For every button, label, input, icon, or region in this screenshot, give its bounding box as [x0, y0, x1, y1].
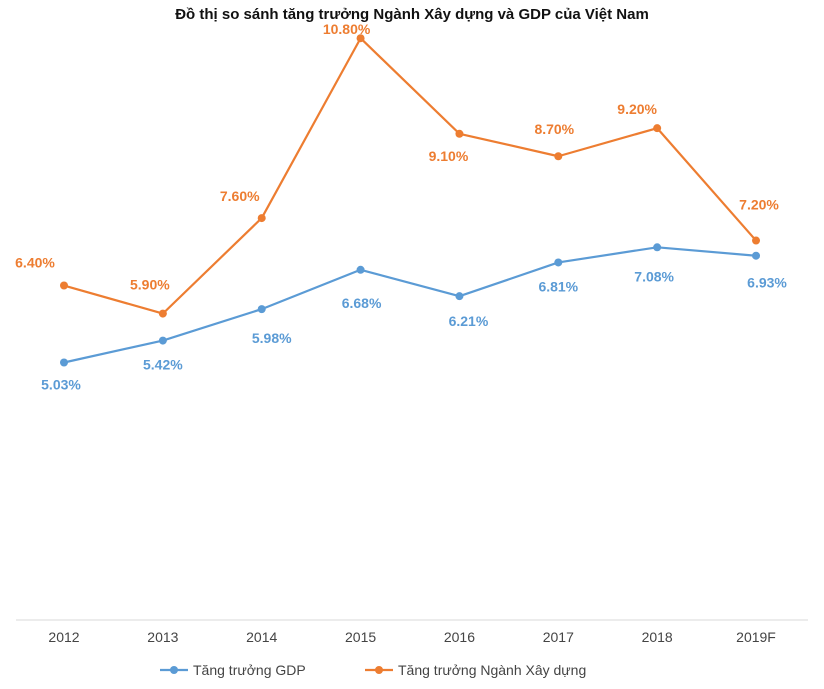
legend-marker — [170, 666, 178, 674]
data-point — [455, 129, 464, 138]
data-point — [257, 214, 266, 223]
x-tick-label: 2013 — [147, 629, 178, 645]
data-point — [752, 251, 761, 260]
data-point — [158, 309, 167, 318]
data-label: 5.42% — [143, 357, 183, 373]
data-point — [356, 34, 365, 43]
x-tick-label: 2012 — [48, 629, 79, 645]
data-label: 5.03% — [41, 377, 81, 393]
data-label: 9.20% — [617, 101, 657, 117]
data-label: 9.10% — [429, 148, 469, 164]
data-point — [257, 305, 266, 314]
x-tick-label: 2015 — [345, 629, 376, 645]
data-point — [158, 336, 167, 345]
data-label: 7.60% — [220, 188, 260, 204]
data-label: 10.80% — [323, 21, 371, 37]
series-line — [63, 37, 757, 315]
data-label: 5.98% — [252, 330, 292, 346]
data-point — [653, 243, 662, 252]
data-point — [554, 152, 563, 161]
data-label: 6.21% — [449, 313, 489, 329]
data-point — [554, 258, 563, 267]
data-label: 5.90% — [130, 277, 170, 293]
data-label: 6.40% — [15, 255, 55, 271]
chart-title: Đồ thị so sánh tăng trưởng Ngành Xây dựn… — [175, 6, 649, 23]
data-point — [653, 124, 662, 133]
legend-label: Tăng trưởng Ngành Xây dựng — [398, 662, 586, 678]
data-label: 6.68% — [342, 295, 382, 311]
data-point — [455, 292, 464, 301]
series-line — [63, 246, 757, 364]
data-label: 8.70% — [534, 121, 574, 137]
data-label: 7.20% — [739, 197, 779, 213]
data-point — [60, 281, 68, 290]
legend-label: Tăng trưởng GDP — [193, 662, 306, 678]
x-tick-label: 2017 — [543, 629, 574, 645]
x-tick-label: 2016 — [444, 629, 475, 645]
x-tick-label: 2018 — [642, 629, 673, 645]
data-label: 6.81% — [538, 278, 578, 294]
data-label: 6.93% — [747, 275, 787, 291]
x-tick-label: 2014 — [246, 629, 277, 645]
data-point — [60, 358, 68, 367]
x-tick-label: 2019F — [736, 629, 776, 645]
legend-marker — [375, 666, 383, 674]
data-label: 7.08% — [634, 268, 674, 284]
data-point — [356, 265, 365, 274]
data-point — [752, 236, 761, 245]
